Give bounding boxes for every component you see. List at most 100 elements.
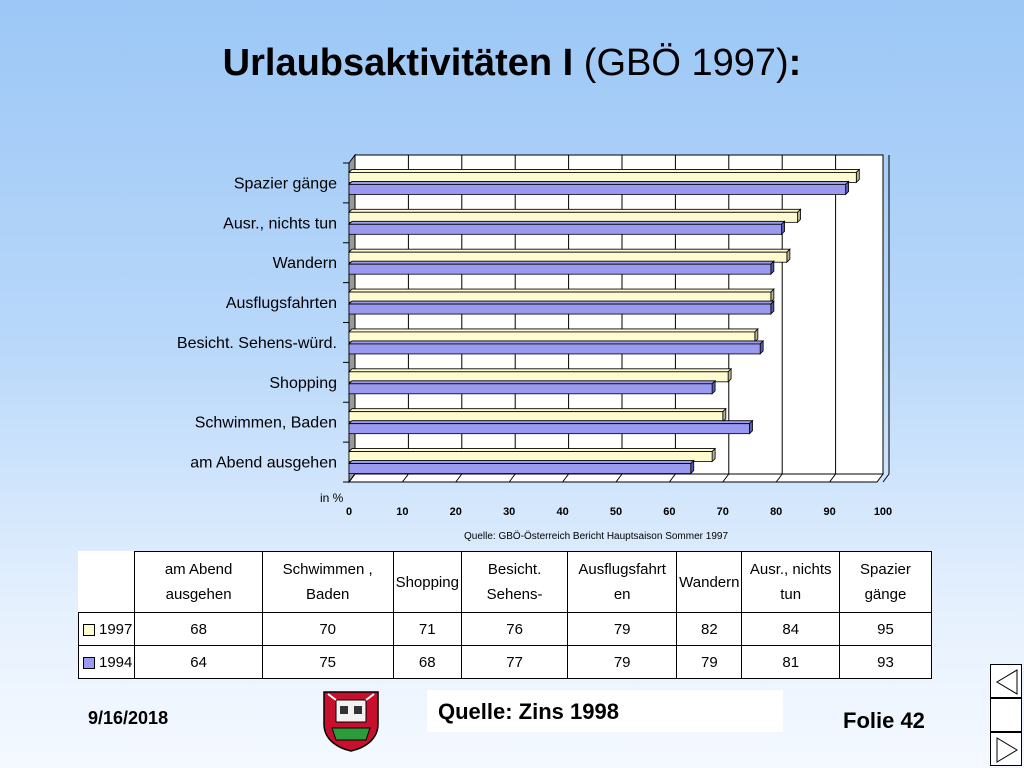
table-header: Wandern	[676, 551, 743, 613]
table-cell: 70	[261, 612, 394, 646]
bar-1994	[348, 463, 692, 474]
x-tick-label: 100	[874, 506, 892, 518]
x-tick-label: 90	[823, 506, 835, 518]
data-table: am Abend ausgehen Schwimmen , Baden Shop…	[77, 551, 933, 679]
bar-top-1994	[348, 260, 775, 265]
bar-1997	[348, 451, 713, 462]
table-cell: 79	[567, 612, 678, 646]
bar-1997	[348, 291, 772, 303]
source-label: Quelle: Zins 1998	[438, 699, 619, 724]
table-cell: 71	[392, 612, 462, 646]
table-cell: 68	[134, 612, 263, 646]
table-header: Spazier gänge	[838, 551, 933, 613]
floor-tick	[562, 473, 569, 483]
table-cell: 75	[261, 645, 394, 679]
next-slide-icon	[996, 737, 1018, 763]
floor-tick	[508, 473, 516, 483]
row-legend: 1997	[77, 612, 136, 646]
bar-top-1994	[348, 380, 717, 385]
floor-tick	[882, 473, 890, 483]
table-corner	[78, 551, 136, 613]
bar-1994	[348, 343, 761, 355]
table-cell: 95	[838, 612, 933, 646]
home-button[interactable]	[990, 698, 1022, 732]
bar-chart: 0 10 20 30 40 50 60 70 80 90 100 Spazier gänge Ausr.…	[177, 153, 892, 518]
bar-top-1994	[348, 220, 786, 225]
x-tick-label: 80	[770, 506, 782, 518]
chart-source-note: Quelle: GBÖ-Österreich Bericht Hauptsais…	[464, 531, 728, 542]
bar-1997	[348, 331, 756, 343]
table-cell: 77	[460, 645, 569, 679]
bar-top-1994	[348, 460, 695, 464]
table-header: am Abend ausgehen	[134, 551, 263, 613]
x-tick-label: 10	[396, 506, 408, 518]
bar-top-1997	[348, 368, 733, 373]
table-cell: 84	[741, 612, 840, 646]
category-label: Spazier gänge	[234, 175, 337, 192]
category-label: Wandern	[273, 255, 337, 272]
table-row: 1997 68 70 71 76 79 82 84 95	[77, 612, 933, 646]
bar-1997	[348, 251, 788, 263]
slide-title: Urlaubsaktivitäten I (GBÖ 1997):	[0, 42, 1024, 85]
floor-tick	[401, 473, 409, 483]
bar-top-1994	[348, 340, 765, 345]
bar-top-1997	[348, 408, 727, 413]
x-tick-label: 60	[663, 506, 675, 518]
x-tick-label: 40	[556, 506, 568, 518]
table-header: Besicht. Sehens-	[460, 551, 569, 613]
floor-tick	[722, 473, 730, 483]
home-icon	[991, 699, 1023, 733]
table-header: Ausr., nichts tun	[741, 551, 840, 613]
title-year: (GBÖ 1997)	[573, 42, 789, 84]
x-tick-label: 20	[450, 506, 462, 518]
table-header-row: am Abend ausgehen Schwimmen , Baden Shop…	[78, 551, 933, 613]
floor-tick	[829, 473, 836, 483]
table-cell: 64	[134, 645, 263, 679]
next-slide-button[interactable]	[990, 732, 1022, 766]
prev-slide-button[interactable]	[990, 664, 1022, 698]
coat-of-arms-logo	[323, 691, 379, 752]
category-label: Ausr., nichts tun	[223, 215, 337, 232]
table-row: 1994 64 75 68 77 79 79 81 93	[77, 645, 933, 679]
bar-1997	[348, 211, 798, 223]
row-label: 1994	[99, 653, 133, 671]
table-header: Shopping	[392, 551, 462, 613]
prev-slide-icon	[996, 669, 1018, 695]
bar-1997	[348, 411, 724, 423]
legend-swatch-1994	[83, 656, 95, 669]
bar-top-1997	[348, 169, 861, 173]
bar-1994	[348, 263, 772, 275]
x-tick-label: 50	[610, 506, 622, 518]
bar-1994	[348, 223, 782, 235]
row-legend: 1994	[77, 645, 136, 679]
x-axis-unit-label: in %	[320, 491, 344, 505]
plot-floor	[348, 473, 884, 483]
x-tick-label: 70	[717, 506, 729, 518]
table-header: Schwimmen , Baden	[261, 551, 394, 613]
row-label: 1997	[99, 620, 133, 638]
bar-1994	[348, 303, 772, 315]
slide-number: Folie 42	[843, 708, 925, 733]
table-cell: 93	[838, 645, 933, 679]
table-cell: 82	[676, 612, 743, 646]
bar-top-1997	[348, 288, 775, 293]
category-label: Besicht. Sehens-würd.	[177, 335, 337, 352]
bar-1994	[348, 423, 750, 435]
bar-top-1997	[348, 448, 717, 452]
footer-date: 9/16/2018	[88, 708, 169, 728]
floor-tick	[775, 473, 783, 483]
floor-tick	[348, 473, 356, 483]
floor-tick	[669, 473, 676, 483]
bar-top-1994	[348, 181, 850, 185]
bar-top-1997	[348, 248, 791, 253]
category-label: Shopping	[269, 375, 337, 392]
table-header: Ausflugsfahrt en	[567, 551, 678, 613]
category-label: Schwimmen, Baden	[195, 415, 337, 432]
category-label: am Abend ausgehen	[190, 455, 337, 472]
x-tick-label: 30	[503, 506, 515, 518]
legend-swatch-1997	[83, 623, 95, 636]
title-colon: :	[788, 42, 802, 84]
category-label: Ausflugsfahrten	[226, 295, 337, 312]
table-cell: 79	[676, 645, 743, 679]
bar-1994	[348, 184, 847, 195]
